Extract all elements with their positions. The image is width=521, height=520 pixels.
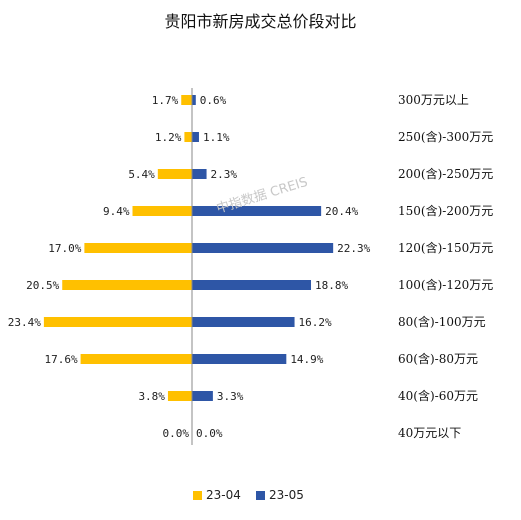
data-label-23-05-1: 1.1% (203, 131, 230, 144)
category-label-2: 200(含)-250万元 (398, 166, 493, 181)
category-label-3: 150(含)-200万元 (398, 203, 493, 218)
bar-23-04-2 (157, 169, 192, 179)
data-label-23-04-0: 1.7% (152, 94, 179, 107)
data-label-23-05-4: 22.3% (337, 242, 370, 255)
legend-label-23-05: 23-05 (269, 488, 304, 502)
data-label-23-04-6: 23.4% (8, 316, 41, 329)
data-label-23-05-9: 0.0% (196, 427, 223, 440)
data-label-23-04-2: 5.4% (128, 168, 155, 181)
bar-23-05-2 (192, 169, 207, 179)
bar-23-04-0 (181, 95, 192, 105)
category-label-4: 120(含)-150万元 (398, 240, 493, 255)
data-label-23-04-7: 17.6% (44, 353, 77, 366)
data-label-23-05-7: 14.9% (290, 353, 323, 366)
data-label-23-05-3: 20.4% (325, 205, 358, 218)
legend-label-23-04: 23-04 (206, 488, 241, 502)
bar-23-05-1 (192, 132, 199, 142)
legend-swatch-23-05 (256, 491, 265, 500)
category-label-0: 300万元以上 (398, 93, 469, 107)
data-label-23-04-4: 17.0% (48, 242, 81, 255)
bar-23-04-4 (84, 243, 192, 253)
bar-23-05-3 (192, 206, 322, 216)
data-label-23-05-8: 3.3% (217, 390, 244, 403)
chart-title: 贵阳市新房成交总价段对比 (164, 12, 357, 31)
bar-23-05-6 (192, 317, 295, 327)
legend: 23-04 23-05 (193, 488, 304, 502)
bar-23-04-6 (43, 317, 193, 327)
data-label-23-04-5: 20.5% (26, 279, 59, 292)
data-label-23-05-2: 2.3% (211, 168, 238, 181)
legend-swatch-23-04 (193, 491, 202, 500)
bar-23-05-8 (192, 391, 213, 401)
bar-23-04-3 (132, 206, 192, 216)
category-label-5: 100(含)-120万元 (398, 277, 493, 292)
category-label-9: 40万元以下 (398, 426, 461, 440)
category-label-1: 250(含)-300万元 (398, 129, 493, 144)
bar-23-04-5 (62, 280, 192, 290)
data-label-23-05-5: 18.8% (315, 279, 348, 292)
category-label-7: 60(含)-80万元 (398, 351, 478, 366)
data-label-23-04-1: 1.2% (155, 131, 182, 144)
data-label-23-04-8: 3.8% (138, 390, 165, 403)
bar-23-04-8 (167, 391, 192, 401)
category-label-6: 80(含)-100万元 (398, 314, 486, 329)
bar-23-05-4 (192, 243, 334, 253)
data-label-23-04-9: 0.0% (163, 427, 190, 440)
data-label-23-05-6: 16.2% (299, 316, 332, 329)
data-label-23-05-0: 0.6% (200, 94, 227, 107)
bar-23-05-7 (192, 354, 287, 364)
bar-23-05-5 (192, 280, 312, 290)
bar-23-05-0 (192, 95, 196, 105)
bar-23-04-1 (184, 132, 192, 142)
category-label-8: 40(含)-60万元 (398, 388, 478, 403)
data-label-23-04-3: 9.4% (103, 205, 130, 218)
bar-23-04-7 (80, 354, 192, 364)
